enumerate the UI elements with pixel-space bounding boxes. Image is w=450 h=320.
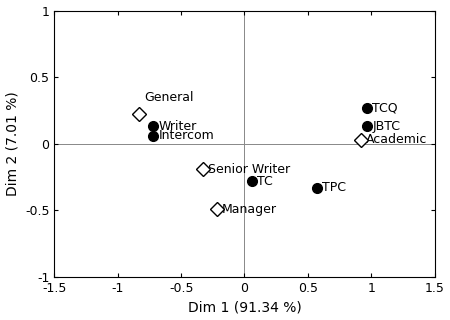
Text: General: General <box>144 91 194 104</box>
Text: Senior Writer: Senior Writer <box>208 163 290 176</box>
Text: TCQ: TCQ <box>373 101 398 114</box>
Text: Academic: Academic <box>366 133 427 146</box>
Text: JBTC: JBTC <box>373 120 400 133</box>
Text: TPC: TPC <box>322 181 346 194</box>
Text: Writer: Writer <box>158 120 197 133</box>
Text: TC: TC <box>257 175 273 188</box>
Text: Manager: Manager <box>222 203 277 216</box>
X-axis label: Dim 1 (91.34 %): Dim 1 (91.34 %) <box>188 300 302 315</box>
Y-axis label: Dim 2 (7.01 %): Dim 2 (7.01 %) <box>5 92 19 196</box>
Text: Intercom: Intercom <box>158 129 214 142</box>
